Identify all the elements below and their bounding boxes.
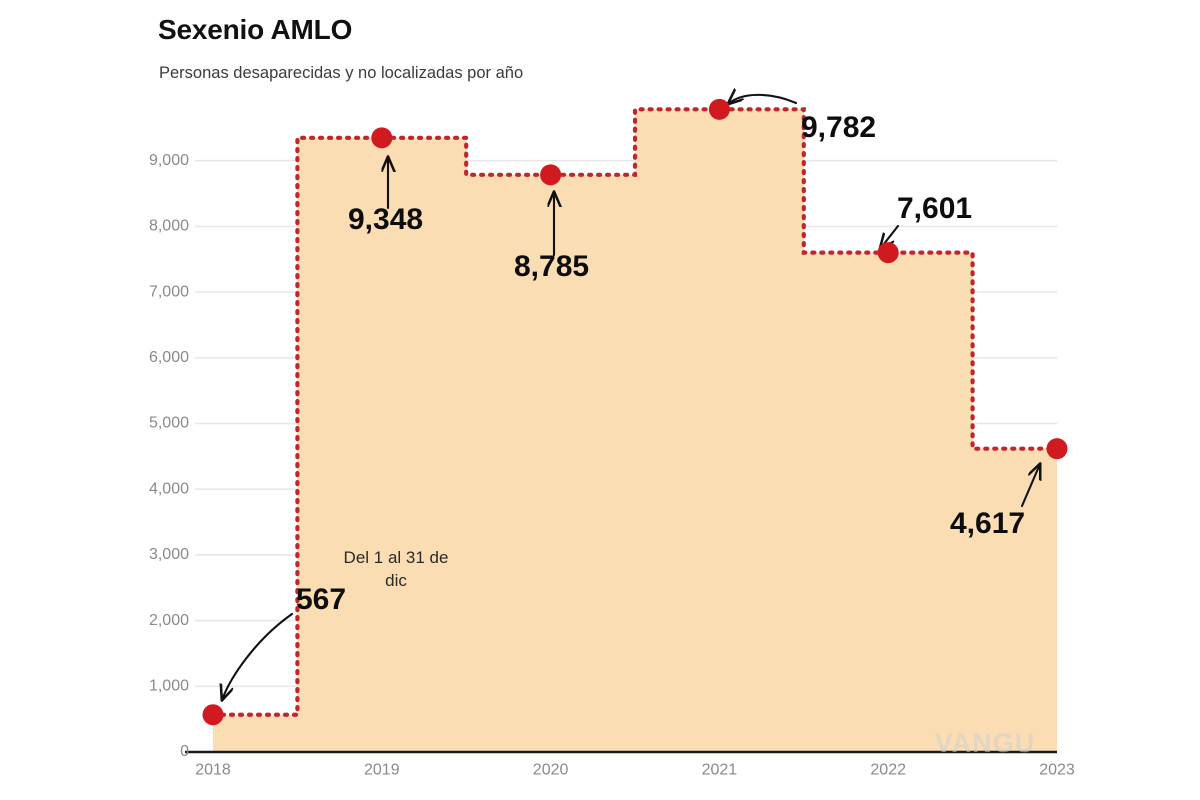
data-value-label: 4,617 xyxy=(950,507,1025,540)
y-axis-tick-label: 5,000 xyxy=(149,415,189,432)
y-axis-tick-label: 4,000 xyxy=(149,480,189,497)
data-point-marker[interactable] xyxy=(1046,438,1068,460)
y-axis-tick-label: 2,000 xyxy=(149,612,189,629)
data-value-label: 7,601 xyxy=(897,192,972,225)
data-point-marker[interactable] xyxy=(708,98,730,120)
chart-subtitle: Personas desaparecidas y no localizadas … xyxy=(159,64,524,82)
data-value-labels-group: 567 9,348 8,785 9,782 7,601 4,617 xyxy=(296,111,1025,616)
data-point-marker[interactable] xyxy=(877,242,899,264)
y-axis-tick-label: 1,000 xyxy=(149,678,189,695)
y-axis-ticks-group: 0 1,000 2,000 3,000 4,000 5,000 6,000 7,000 8,00… xyxy=(149,152,213,760)
data-value-label: 8,785 xyxy=(514,250,589,283)
page-title: Sexenio AMLO xyxy=(158,14,353,45)
x-axis-tick-label: 2018 xyxy=(195,761,231,778)
data-value-label: 567 xyxy=(296,583,346,616)
annotation-note: Del 1 al 31 de dic xyxy=(344,548,449,590)
data-point-markers-group xyxy=(202,98,1068,726)
annotation-note-line1: Del 1 al 31 de xyxy=(344,548,449,567)
x-axis-tick-label: 2023 xyxy=(1039,761,1075,778)
annotation-note-line2: dic xyxy=(385,571,407,590)
step-line xyxy=(210,107,1060,717)
callout-arrow-2018 xyxy=(222,612,294,700)
x-axis-ticks-group: 2018 2019 2020 2021 2022 2023 xyxy=(195,761,1075,778)
watermark-label: VANGU xyxy=(935,728,1036,758)
data-point-marker[interactable] xyxy=(540,164,562,186)
area-fill xyxy=(213,109,1057,752)
x-axis-tick-label: 2020 xyxy=(533,761,569,778)
y-axis-tick-label: 0 xyxy=(180,743,189,760)
step-line-group xyxy=(210,107,1060,717)
x-axis-tick-label: 2019 xyxy=(364,761,400,778)
area-fill-group xyxy=(213,109,1057,752)
y-axis-tick-label: 8,000 xyxy=(149,218,189,235)
y-axis-tick-label: 3,000 xyxy=(149,546,189,563)
x-axis-tick-label: 2022 xyxy=(870,761,906,778)
watermark-group: VANGU xyxy=(935,728,1036,758)
data-value-label: 9,348 xyxy=(348,203,423,236)
y-axis-tick-label: 6,000 xyxy=(149,349,189,366)
x-axis-tick-label: 2021 xyxy=(702,761,738,778)
y-axis-tick-label: 7,000 xyxy=(149,283,189,300)
annotation-group: Del 1 al 31 de dic xyxy=(344,548,449,590)
callout-arrow-2023 xyxy=(1020,464,1040,508)
callout-arrow-2021 xyxy=(728,95,798,104)
data-value-label: 9,782 xyxy=(801,111,876,144)
data-point-marker[interactable] xyxy=(202,704,224,726)
y-axis-tick-label: 9,000 xyxy=(149,152,189,169)
data-point-marker[interactable] xyxy=(371,127,393,149)
callout-arrows-group xyxy=(222,95,1040,700)
